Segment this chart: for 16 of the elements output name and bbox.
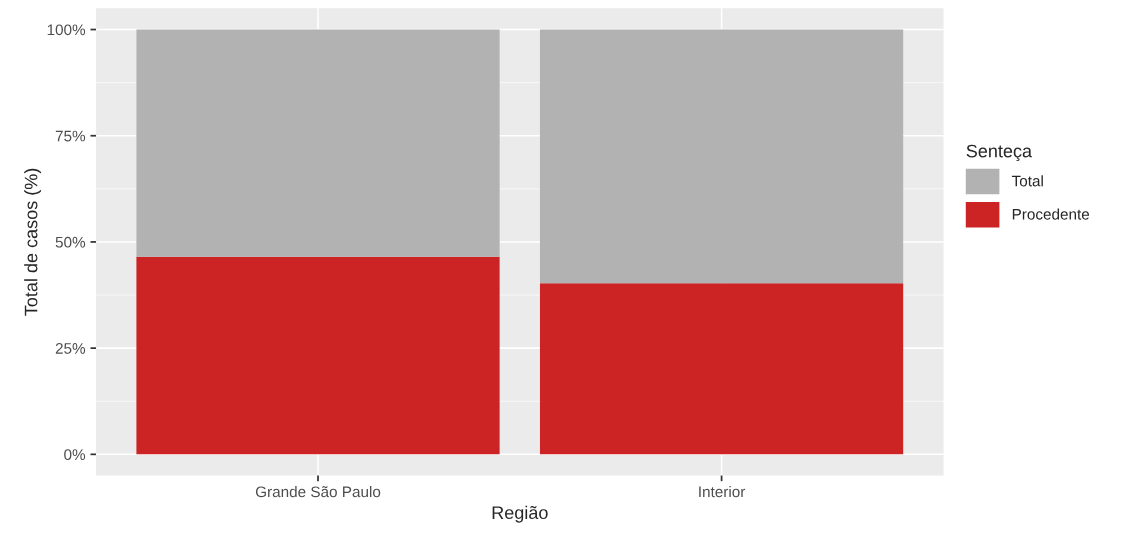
y-tick-label: 50% (55, 236, 86, 248)
x-tick-label: Interior (699, 486, 746, 498)
y-tick-label: 100% (47, 24, 86, 36)
bar (136, 256, 500, 455)
y-tick-label: 25% (55, 343, 86, 354)
legend-label: Total (1011, 175, 1043, 187)
bar (539, 283, 904, 455)
y-tick-label: 75% (55, 130, 86, 142)
y-tick-label: 0% (64, 449, 86, 461)
legend-title: Senteça (966, 144, 1033, 162)
x-tick-label: Grande São Paulo (255, 486, 381, 498)
bar (136, 29, 500, 257)
x-axis-title: Região (492, 505, 548, 523)
y-axis-title: Total de casos (%) (24, 168, 41, 316)
legend-label: Procedente (1012, 208, 1090, 220)
bar (539, 29, 904, 284)
